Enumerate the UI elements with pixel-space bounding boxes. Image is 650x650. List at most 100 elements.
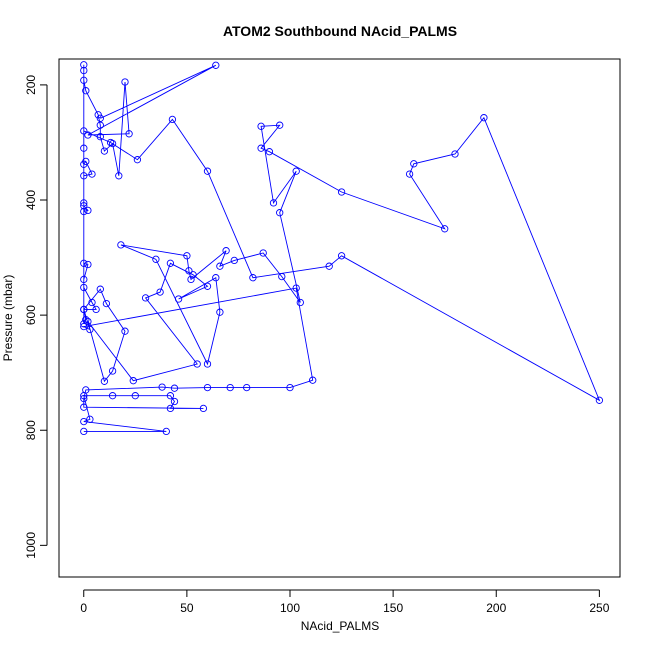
x-axis-label: NAcid_PALMS xyxy=(301,619,379,633)
data-point xyxy=(84,131,92,139)
data-point xyxy=(292,284,300,292)
data-point xyxy=(166,392,175,400)
data-point xyxy=(269,199,278,207)
series-line xyxy=(82,64,601,432)
data-point xyxy=(162,427,170,436)
y-axis: 200 400 600 800 1000 xyxy=(24,75,48,559)
data-point xyxy=(80,417,88,426)
data-point xyxy=(337,188,346,196)
data-point xyxy=(108,392,117,400)
data-point xyxy=(80,305,88,314)
data-point xyxy=(115,172,123,180)
data-point xyxy=(168,115,177,124)
data-point xyxy=(249,274,257,282)
data-point xyxy=(203,167,212,175)
data-point xyxy=(257,122,265,130)
data-point xyxy=(309,376,317,384)
data-point xyxy=(410,160,418,168)
data-point xyxy=(117,241,125,249)
data-point xyxy=(84,260,92,269)
data-point xyxy=(203,383,212,392)
data-point xyxy=(170,384,179,392)
data-point xyxy=(82,386,90,394)
y-tick-label: 200 xyxy=(24,75,38,95)
data-point xyxy=(259,249,267,257)
x-tick-label: 0 xyxy=(80,601,87,615)
data-point xyxy=(131,392,139,400)
data-point xyxy=(152,255,160,263)
data-point xyxy=(595,396,604,404)
data-point xyxy=(86,325,94,334)
data-point xyxy=(222,247,230,255)
data-point xyxy=(96,133,104,141)
data-point xyxy=(80,394,88,403)
data-point xyxy=(296,298,304,307)
data-point xyxy=(187,275,195,284)
plot-frame xyxy=(58,58,621,578)
data-point xyxy=(185,267,193,275)
data-point xyxy=(337,252,346,260)
data-point xyxy=(96,285,104,293)
x-tick-label: 100 xyxy=(280,601,300,615)
data-point xyxy=(166,404,175,413)
data-point xyxy=(80,76,88,84)
data-point xyxy=(92,305,100,314)
data-point xyxy=(121,78,129,86)
data-point xyxy=(84,206,92,215)
data-point xyxy=(451,150,459,158)
data-point xyxy=(216,308,224,316)
data-point xyxy=(199,404,208,413)
data-point xyxy=(278,272,286,281)
data-point xyxy=(265,148,274,156)
data-point xyxy=(203,360,212,368)
data-point xyxy=(88,170,96,178)
data-point xyxy=(108,139,117,148)
x-tick-label: 150 xyxy=(383,601,403,615)
data-point xyxy=(325,262,333,270)
data-point xyxy=(80,259,88,267)
data-point xyxy=(212,274,220,282)
x-tick-label: 200 xyxy=(486,601,506,615)
data-point xyxy=(174,295,183,303)
data-point xyxy=(108,367,117,375)
data-point xyxy=(276,121,284,129)
data-point xyxy=(80,322,88,331)
data-point xyxy=(80,202,88,210)
data-point xyxy=(80,61,88,69)
data-point xyxy=(80,127,88,135)
data-point xyxy=(129,377,137,385)
data-point xyxy=(84,317,92,326)
x-tick-label: 250 xyxy=(589,601,609,615)
data-point xyxy=(156,288,164,296)
x-tick-label: 50 xyxy=(180,601,194,615)
data-point xyxy=(80,144,88,152)
data-point xyxy=(86,415,94,423)
data-point xyxy=(80,172,88,180)
data-point xyxy=(96,121,104,129)
y-tick-label: 400 xyxy=(24,190,38,210)
data-point xyxy=(257,144,265,152)
data-point xyxy=(243,383,251,392)
data-point xyxy=(80,320,88,328)
data-point xyxy=(189,271,197,279)
data-point xyxy=(170,397,179,406)
data-point xyxy=(292,167,300,175)
data-point xyxy=(96,114,104,122)
data-point xyxy=(80,427,88,436)
data-point xyxy=(480,114,488,122)
data-point xyxy=(441,225,449,233)
data-point xyxy=(286,383,294,392)
data-point xyxy=(125,130,133,138)
data-point xyxy=(100,147,109,155)
data-point xyxy=(166,259,175,267)
series-layer xyxy=(80,61,604,436)
data-point xyxy=(183,252,191,260)
data-point xyxy=(88,298,96,307)
y-tick-label: 600 xyxy=(24,305,38,325)
data-point xyxy=(102,299,111,308)
data-point xyxy=(230,256,238,265)
data-point xyxy=(133,156,142,164)
data-point xyxy=(94,111,102,119)
data-point xyxy=(106,138,115,147)
